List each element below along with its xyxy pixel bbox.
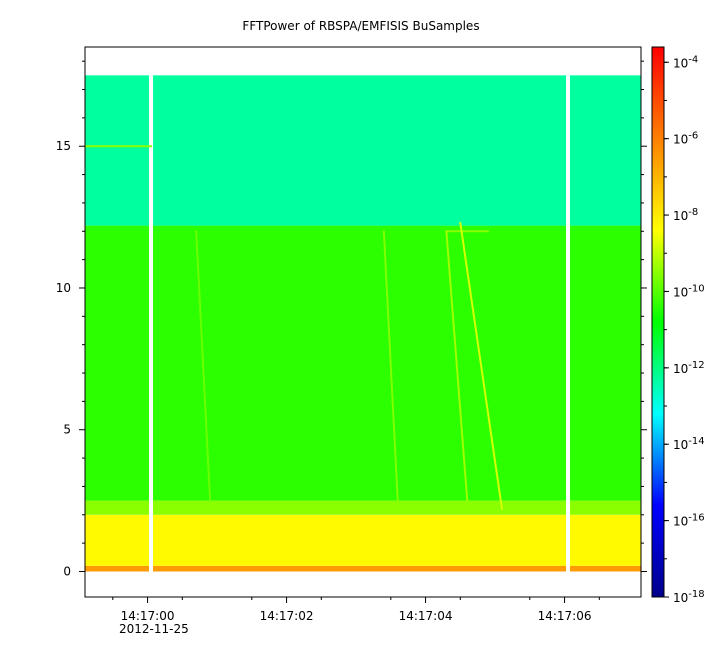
power-band <box>85 75 641 226</box>
power-band <box>85 565 641 572</box>
x-tick-label: 14:17:00 <box>121 609 175 623</box>
date-label: 2012-11-25 <box>119 622 189 636</box>
colorbar-tick-label: 10-16 <box>673 513 705 529</box>
spectral-feature <box>195 230 212 502</box>
colorbar-tick-label: 10-14 <box>673 436 705 452</box>
y-tick-label: 10 <box>56 281 71 295</box>
data-gap <box>566 75 571 572</box>
colorbar-tick-label: 10-10 <box>673 283 705 299</box>
spectral-features <box>84 145 503 511</box>
power-band <box>85 514 641 566</box>
x-tick-label: 14:17:04 <box>399 609 453 623</box>
colorbar-tick-label: 10-6 <box>673 131 698 147</box>
y-tick-label: 15 <box>56 139 71 153</box>
colorbar-tick-label: 10-8 <box>673 207 698 223</box>
data-gap <box>149 75 154 572</box>
x-tick-label: 14:17:02 <box>260 609 314 623</box>
plot-frame <box>84 46 642 598</box>
colorbar-tick-label: 10-12 <box>673 360 705 376</box>
spectral-feature <box>459 221 503 511</box>
x-tick-label: 14:17:06 <box>538 609 592 623</box>
power-band <box>85 500 641 515</box>
power-band <box>85 225 641 501</box>
colorbar: 10-18 10-16 10-14 10-12 10-10 10-8 10-6 10-4 <box>651 46 705 605</box>
y-tick-label: 5 <box>63 423 71 437</box>
colorbar-gradient <box>651 46 665 598</box>
y-tick-label: 0 <box>63 564 71 578</box>
colorbar-tick-label: 10-18 <box>673 589 705 605</box>
spectral-feature <box>445 230 469 502</box>
chart-title: FFTPower of RBSPA/EMFISIS BuSamples <box>242 19 479 33</box>
y-axis: 0 5 10 15 <box>56 60 647 578</box>
colorbar-tick-label: 10-4 <box>673 54 698 70</box>
spectrogram-plot <box>85 75 641 572</box>
spectral-feature <box>382 230 399 502</box>
data-gaps <box>149 75 571 572</box>
x-axis: 14:17:00 14:17:02 14:17:04 14:17:06 <box>112 597 600 623</box>
